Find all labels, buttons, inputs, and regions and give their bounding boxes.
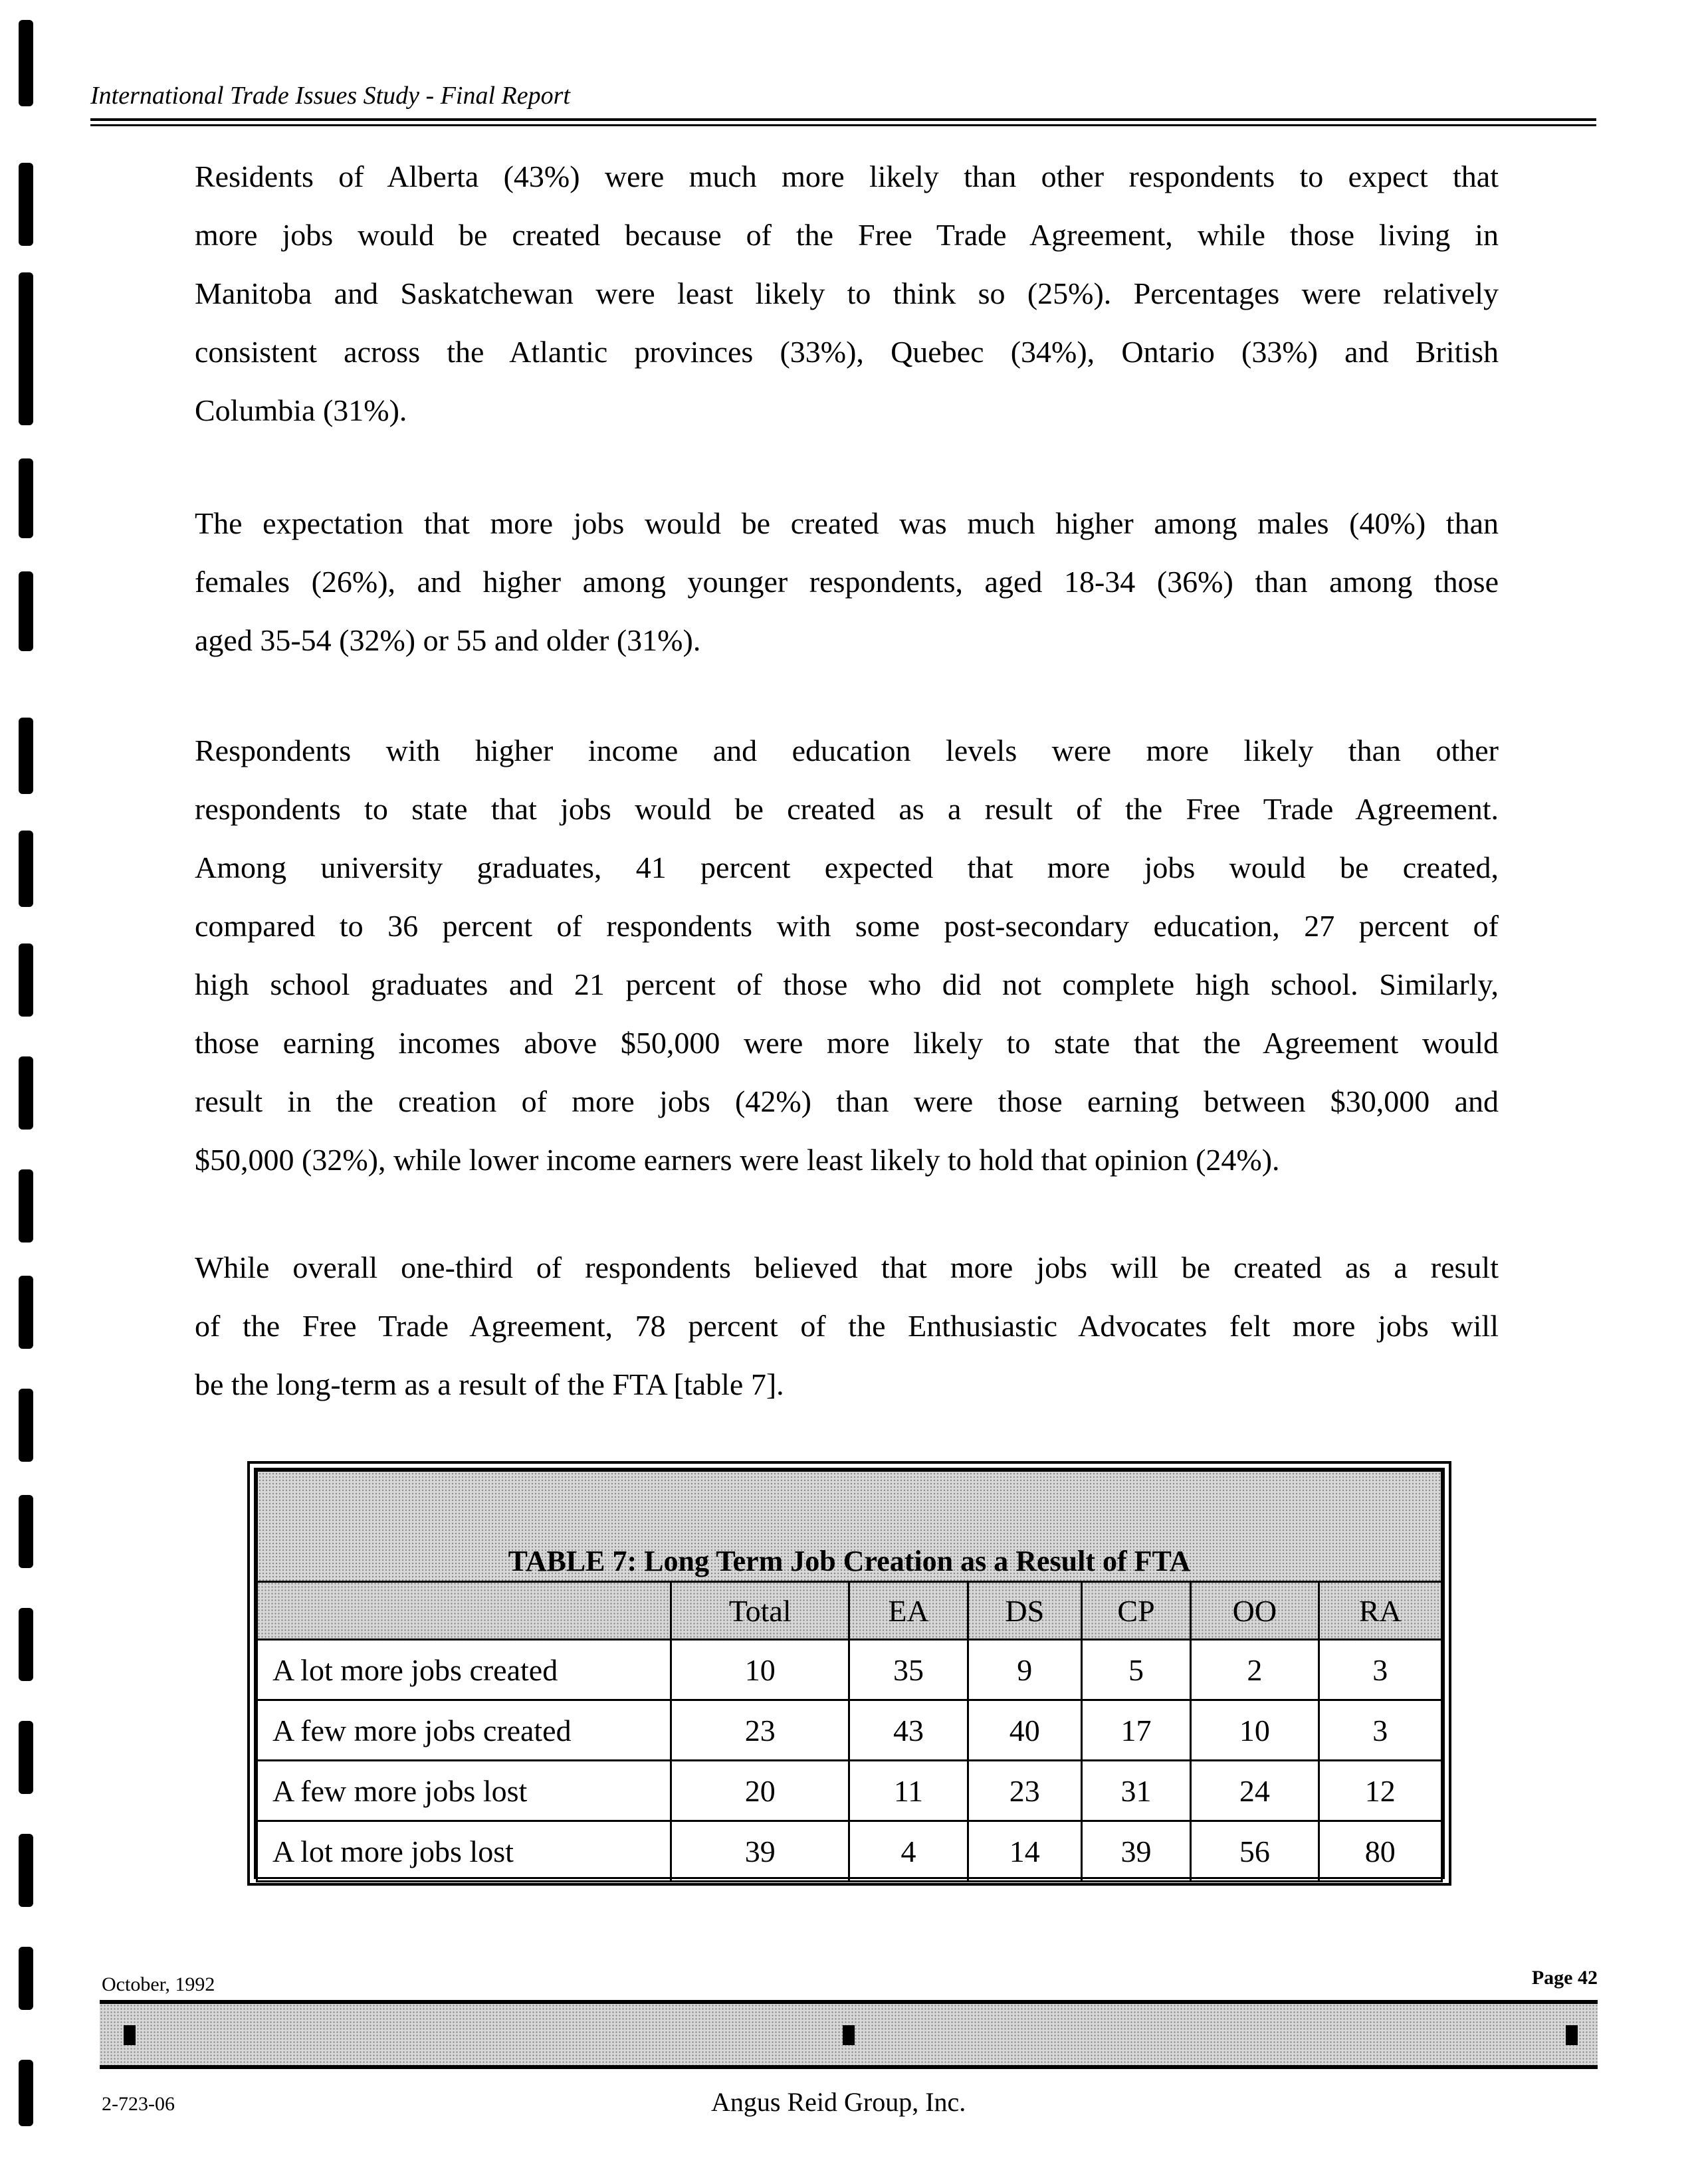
footer-page-number: Page 42: [1531, 1967, 1598, 1989]
binder-hole-mark: [19, 1169, 33, 1242]
text-line: those earning incomes above $50,000 were…: [195, 1026, 1499, 1060]
text-line: compared to 36 percent of respondents wi…: [195, 909, 1499, 943]
paragraph-2: The expectation that more jobs would be …: [195, 494, 1499, 670]
table-cell: 23: [669, 1699, 851, 1761]
table-cell: 5: [1080, 1638, 1192, 1701]
table-cell: 14: [966, 1820, 1083, 1882]
table-cell: 20: [669, 1759, 851, 1822]
table-title: TABLE 7: Long Term Job Creation as a Res…: [256, 1470, 1443, 1583]
text-line: females (26%), and higher among younger …: [195, 565, 1499, 599]
table-cell: 35: [848, 1638, 969, 1701]
column-header-ds: DS: [966, 1581, 1083, 1640]
text-line: The expectation that more jobs would be …: [195, 506, 1499, 540]
table-row: A few more jobs lost 20 11 23 31 24 12: [256, 1759, 1443, 1822]
text-line: respondents to state that jobs would be …: [195, 792, 1499, 826]
band-marker-icon: [1566, 2025, 1578, 2045]
table-cell: 3: [1317, 1638, 1443, 1701]
column-header-oo: OO: [1190, 1581, 1320, 1640]
binder-hole-mark: [19, 2060, 33, 2126]
table-cell: 10: [669, 1638, 851, 1701]
paragraph-1: Residents of Alberta (43%) were much mor…: [195, 148, 1499, 440]
binder-hole-mark: [19, 20, 33, 106]
table-cell: 23: [966, 1759, 1083, 1822]
column-header-ra: RA: [1317, 1581, 1443, 1640]
paragraph-3: Respondents with higher income and educa…: [195, 722, 1499, 1189]
binder-hole-mark: [19, 1276, 33, 1349]
table-cell: 43: [848, 1699, 969, 1761]
table-row: A lot more jobs lost 39 4 14 39 56 80: [256, 1820, 1443, 1882]
binder-hole-mark: [19, 1834, 33, 1907]
table-cell: 39: [669, 1820, 851, 1882]
table-header-row: Total EA DS CP OO RA: [256, 1581, 1443, 1640]
body-text: Residents of Alberta (43%) were much mor…: [195, 0, 1499, 1429]
text-line: $50,000 (32%), while lower income earner…: [195, 1143, 1280, 1177]
text-line: be the long-term as a result of the FTA …: [195, 1367, 784, 1401]
table-row: A few more jobs created 23 43 40 17 10 3: [256, 1699, 1443, 1761]
table-cell: 17: [1080, 1699, 1192, 1761]
row-label: A lot more jobs lost: [256, 1820, 672, 1882]
text-line: high school graduates and 21 percent of …: [195, 967, 1499, 1001]
row-label: A lot more jobs created: [256, 1638, 672, 1701]
text-line: aged 35-54 (32%) or 55 and older (31%).: [195, 623, 701, 657]
row-label: A few more jobs lost: [256, 1759, 672, 1822]
footer-date: October, 1992: [102, 1973, 215, 1995]
column-header-total: Total: [669, 1581, 851, 1640]
text-line: Among university graduates, 41 percent e…: [195, 850, 1499, 884]
binder-hole-mark: [19, 458, 33, 538]
text-line: Manitoba and Saskatchewan were least lik…: [195, 276, 1499, 310]
paragraph-4: While overall one-third of respondents b…: [195, 1239, 1499, 1414]
table-cell: 31: [1080, 1759, 1192, 1822]
binder-hole-mark: [19, 272, 33, 352]
binder-hole-mark: [19, 1721, 33, 1794]
table-cell: 9: [966, 1638, 1083, 1701]
text-line: Respondents with higher income and educa…: [195, 734, 1499, 767]
band-marker-icon: [843, 2025, 855, 2045]
text-line: While overall one-third of respondents b…: [195, 1250, 1499, 1284]
table-cell: 12: [1317, 1759, 1443, 1822]
column-header-ea: EA: [848, 1581, 969, 1640]
text-line: more jobs would be created because of th…: [195, 218, 1499, 252]
binder-hole-mark: [19, 718, 33, 794]
binder-hole-mark: [19, 1947, 33, 2010]
row-label: A few more jobs created: [256, 1699, 672, 1761]
table-cell: 39: [1080, 1820, 1192, 1882]
table-cell: 2: [1190, 1638, 1320, 1701]
table-cell: 80: [1317, 1820, 1443, 1882]
table-cell: 10: [1190, 1699, 1320, 1761]
report-header-title: International Trade Issues Study - Final…: [90, 82, 570, 110]
text-line: of the Free Trade Agreement, 78 percent …: [195, 1309, 1499, 1343]
header-rule: [90, 118, 1596, 121]
table-cell: 56: [1190, 1820, 1320, 1882]
table-cell: 40: [966, 1699, 1083, 1761]
binder-hole-mark: [19, 1495, 33, 1568]
column-header-cp: CP: [1080, 1581, 1192, 1640]
band-marker-icon: [124, 2025, 136, 2045]
table-7: TABLE 7: Long Term Job Creation as a Res…: [247, 1461, 1451, 1886]
footer-band: [100, 2000, 1598, 2069]
binder-hole-mark: [19, 163, 33, 246]
binder-hole-mark: [19, 831, 33, 907]
table-row: A lot more jobs created 10 35 9 5 2 3: [256, 1638, 1443, 1701]
footer-company: Angus Reid Group, Inc.: [711, 2087, 966, 2117]
binder-hole-mark: [19, 1056, 33, 1130]
table-cell: 3: [1317, 1699, 1443, 1761]
table-cell: 4: [848, 1820, 969, 1882]
binder-hole-mark: [19, 346, 33, 425]
text-line: consistent across the Atlantic provinces…: [195, 335, 1499, 369]
header-blank: [256, 1581, 672, 1640]
table-cell: 24: [1190, 1759, 1320, 1822]
binder-hole-mark: [19, 943, 33, 1017]
table-cell: 11: [848, 1759, 969, 1822]
header-rule-2: [90, 124, 1596, 126]
text-line: Residents of Alberta (43%) were much mor…: [195, 159, 1499, 193]
binder-hole-mark: [19, 1608, 33, 1681]
text-line: Columbia (31%).: [195, 393, 407, 427]
binder-hole-mark: [19, 571, 33, 651]
text-line: result in the creation of more jobs (42%…: [195, 1084, 1499, 1118]
job-creation-table: TABLE 7: Long Term Job Creation as a Res…: [256, 1470, 1443, 1882]
binder-hole-mark: [19, 1389, 33, 1462]
footer-code: 2-723-06: [102, 2093, 175, 2115]
